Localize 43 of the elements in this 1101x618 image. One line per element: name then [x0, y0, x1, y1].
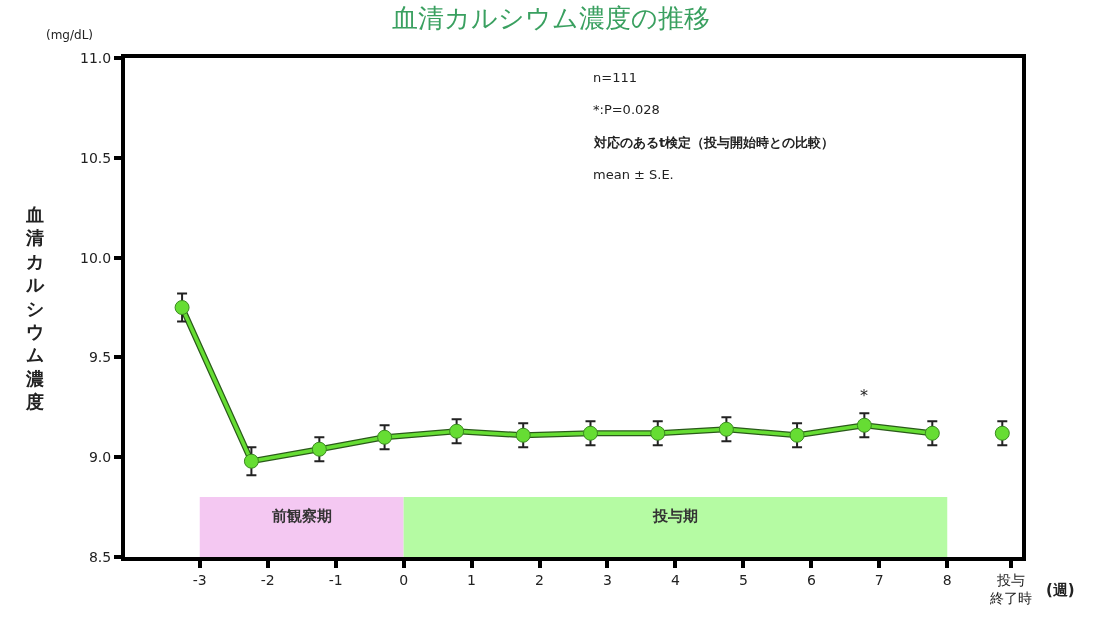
annotation: 対応のあるt検定（投与開始時との比較）: [593, 135, 835, 150]
x-tick-label: 2: [535, 571, 544, 588]
x-tick-label: 4: [670, 571, 680, 588]
x-tick-label: -2: [260, 571, 275, 588]
x-tick-label: 8: [942, 571, 952, 588]
y-tick-label: 9.5: [88, 349, 112, 366]
band-label: 前観察期: [271, 507, 332, 525]
point: [174, 300, 190, 315]
text: (mg/dL): [46, 28, 94, 42]
y-tick-label: 11.0: [80, 49, 112, 66]
point: [650, 425, 666, 441]
band-label: 投与期: [652, 507, 698, 525]
point: [994, 425, 1010, 441]
x-tick-label: 7: [874, 571, 884, 588]
point: [311, 441, 327, 457]
text: 血清カルシウム濃度: [26, 204, 44, 413]
point: [856, 417, 872, 433]
x-tick-label: 1: [467, 571, 477, 588]
point: [377, 429, 393, 445]
point: [449, 423, 465, 439]
x-tick-label: 0: [399, 571, 409, 588]
y-tick-label: 8.5: [88, 548, 112, 565]
point: [924, 425, 940, 441]
annotation: n=111: [593, 70, 637, 85]
x-tick-label: 投与終了時: [989, 571, 1033, 606]
point: [515, 427, 531, 443]
point: [583, 425, 598, 441]
x-axis-title: (週): [1046, 581, 1075, 599]
x-tick-label: 6: [806, 571, 816, 588]
y-tick-label: 10.5: [80, 149, 112, 166]
chart-title: 血清カルシウム濃度の推移: [391, 3, 710, 34]
annotation: mean ± S.E.: [593, 167, 674, 182]
point: [789, 427, 805, 443]
x-tick-label: 5: [738, 571, 748, 588]
x-tick-label: -1: [328, 571, 343, 588]
point: [243, 453, 259, 469]
annotation: *:P=0.028: [593, 102, 660, 117]
x-tick-label: 3: [603, 571, 612, 588]
y-tick-label: 10.0: [80, 249, 112, 266]
x-tick-label: -3: [192, 571, 207, 588]
point: [718, 421, 734, 437]
annotation: *: [860, 386, 868, 405]
y-tick-label: 9.0: [88, 449, 112, 466]
